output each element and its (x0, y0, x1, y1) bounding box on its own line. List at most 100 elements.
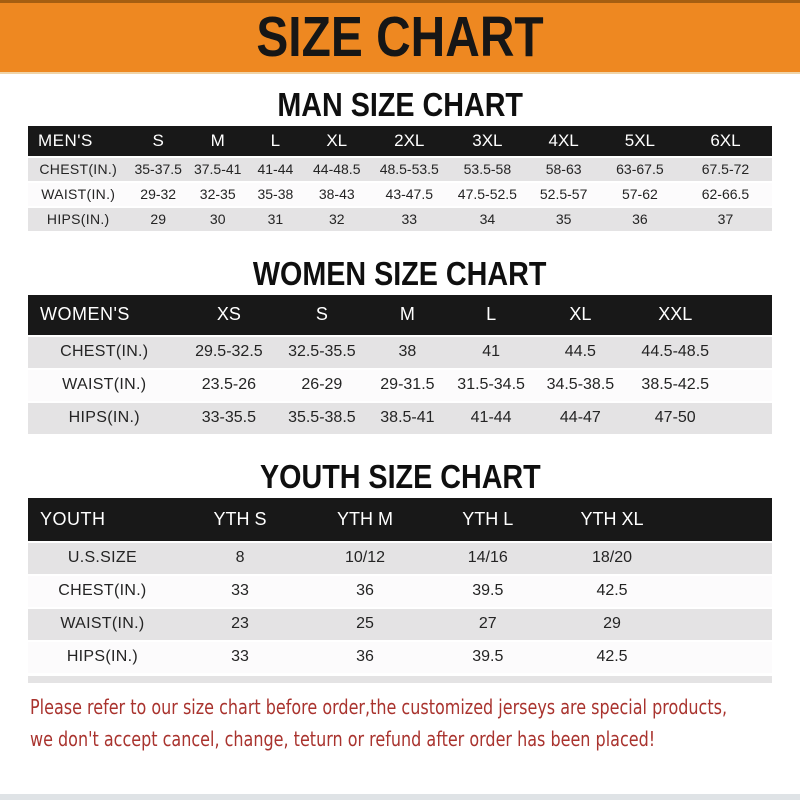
youth-size-col: YTH L (426, 497, 549, 541)
man-section-title: MAN SIZE CHART (277, 86, 523, 123)
women-size-col: XXL (626, 294, 724, 335)
cell: 32 (303, 207, 371, 231)
cell: 26-29 (277, 369, 367, 401)
women-size-col: L (448, 294, 534, 335)
spacer-cell (723, 369, 772, 401)
cell: 58-63 (526, 157, 601, 181)
youth-size-col: YTH M (303, 497, 427, 541)
cell: 42.5 (548, 641, 676, 673)
cell: 38.5-41 (366, 402, 449, 434)
cell: 38 (366, 336, 449, 368)
cell: 33 (176, 641, 304, 673)
women-size-col: S (277, 294, 367, 335)
row-label: WAIST(IN.) (28, 182, 129, 206)
men-header-row: MEN'S S M L XL 2XL 3XL 4XL 5XL 6XL (28, 125, 772, 156)
spacer-cell (723, 336, 772, 368)
row-label: WAIST(IN.) (28, 369, 181, 401)
cell: 37.5-41 (187, 157, 248, 181)
men-size-col: M (187, 125, 248, 156)
men-size-col: 4XL (526, 125, 601, 156)
cell: 8 (176, 542, 304, 574)
cell: 44.5-48.5 (626, 336, 724, 368)
row-label: CHEST(IN.) (28, 157, 129, 181)
row-label: CHEST(IN.) (28, 575, 177, 607)
women-waist-row: WAIST(IN.) 23.5-26 26-29 29-31.5 31.5-34… (28, 369, 772, 401)
youth-size-table: YOUTH YTH S YTH M YTH L YTH XL U.S.SIZE … (28, 496, 772, 675)
youth-size-col: YTH S (176, 497, 304, 541)
cell: 47-50 (626, 402, 724, 434)
women-table-label: WOMEN'S (28, 294, 181, 335)
note-line-1: Please refer to our size chart before or… (30, 694, 728, 719)
men-size-col: 3XL (448, 125, 527, 156)
cell: 41-44 (247, 157, 304, 181)
cell: 29.5-32.5 (180, 336, 278, 368)
cell: 39.5 (426, 575, 549, 607)
youth-chest-row: CHEST(IN.) 33 36 39.5 42.5 (28, 575, 772, 607)
men-size-table: MEN'S S M L XL 2XL 3XL 4XL 5XL 6XL CHEST… (28, 124, 772, 233)
youth-hips-row: HIPS(IN.) 33 36 39.5 42.5 (28, 641, 772, 673)
cell: 63-67.5 (600, 157, 679, 181)
row-label: WAIST(IN.) (28, 608, 177, 640)
cell: 35 (526, 207, 601, 231)
men-waist-row: WAIST(IN.) 29-32 32-35 35-38 38-43 43-47… (28, 182, 772, 206)
cell: 37 (678, 207, 772, 231)
cell: 42.5 (548, 575, 676, 607)
women-header-row: WOMEN'S XS S M L XL XXL (28, 294, 772, 335)
women-size-col: M (366, 294, 449, 335)
men-hips-row: HIPS(IN.) 29 30 31 32 33 34 35 36 37 (28, 207, 772, 231)
women-size-col: XS (180, 294, 278, 335)
spacer-cell (723, 402, 772, 434)
men-size-col: XL (303, 125, 371, 156)
cell: 35-37.5 (128, 157, 188, 181)
women-size-col: XL (533, 294, 627, 335)
cell: 35-38 (247, 182, 304, 206)
cell: 44.5 (533, 336, 627, 368)
cell: 47.5-52.5 (448, 182, 527, 206)
cell: 57-62 (600, 182, 679, 206)
youth-table-label: YOUTH (28, 497, 177, 541)
row-label: CHEST(IN.) (28, 336, 181, 368)
cell: 62-66.5 (678, 182, 772, 206)
men-size-col: S (128, 125, 188, 156)
cell: 29-32 (128, 182, 188, 206)
spacer-cell (675, 497, 772, 541)
cell: 34.5-38.5 (533, 369, 627, 401)
cell: 31 (247, 207, 304, 231)
row-label: HIPS(IN.) (28, 641, 177, 673)
cell: 32.5-35.5 (277, 336, 367, 368)
women-section-title: WOMEN SIZE CHART (253, 254, 547, 292)
row-label: U.S.SIZE (28, 542, 177, 574)
cell: 14/16 (426, 542, 549, 574)
cell: 36 (600, 207, 679, 231)
youth-size-col: YTH XL (548, 497, 676, 541)
cell: 32-35 (187, 182, 248, 206)
spacer-cell (723, 294, 772, 335)
youth-table-bottom-strip (28, 675, 772, 683)
cell: 29 (128, 207, 188, 231)
cell: 48.5-53.5 (370, 157, 449, 181)
men-chest-row: CHEST(IN.) 35-37.5 37.5-41 41-44 44-48.5… (28, 157, 772, 181)
cell: 43-47.5 (370, 182, 449, 206)
note-line-2: we don't accept cancel, change, teturn o… (30, 726, 656, 751)
cell: 44-48.5 (303, 157, 371, 181)
cell: 36 (303, 641, 427, 673)
men-size-col: 5XL (600, 125, 679, 156)
cell: 52.5-57 (526, 182, 601, 206)
cell: 38.5-42.5 (626, 369, 724, 401)
cell: 23.5-26 (180, 369, 278, 401)
women-hips-row: HIPS(IN.) 33-35.5 35.5-38.5 38.5-41 41-4… (28, 402, 772, 434)
men-table-label: MEN'S (28, 125, 129, 156)
men-size-col: 2XL (370, 125, 449, 156)
cell: 35.5-38.5 (277, 402, 367, 434)
cell: 29 (548, 608, 676, 640)
cell: 33-35.5 (180, 402, 278, 434)
cell: 36 (303, 575, 427, 607)
cell: 33 (176, 575, 304, 607)
spacer-cell (675, 575, 772, 607)
cell: 53.5-58 (448, 157, 527, 181)
youth-header-row: YOUTH YTH S YTH M YTH L YTH XL (28, 497, 772, 541)
cell: 41-44 (448, 402, 534, 434)
cell: 18/20 (548, 542, 676, 574)
row-label: HIPS(IN.) (28, 402, 181, 434)
cell: 31.5-34.5 (448, 369, 534, 401)
